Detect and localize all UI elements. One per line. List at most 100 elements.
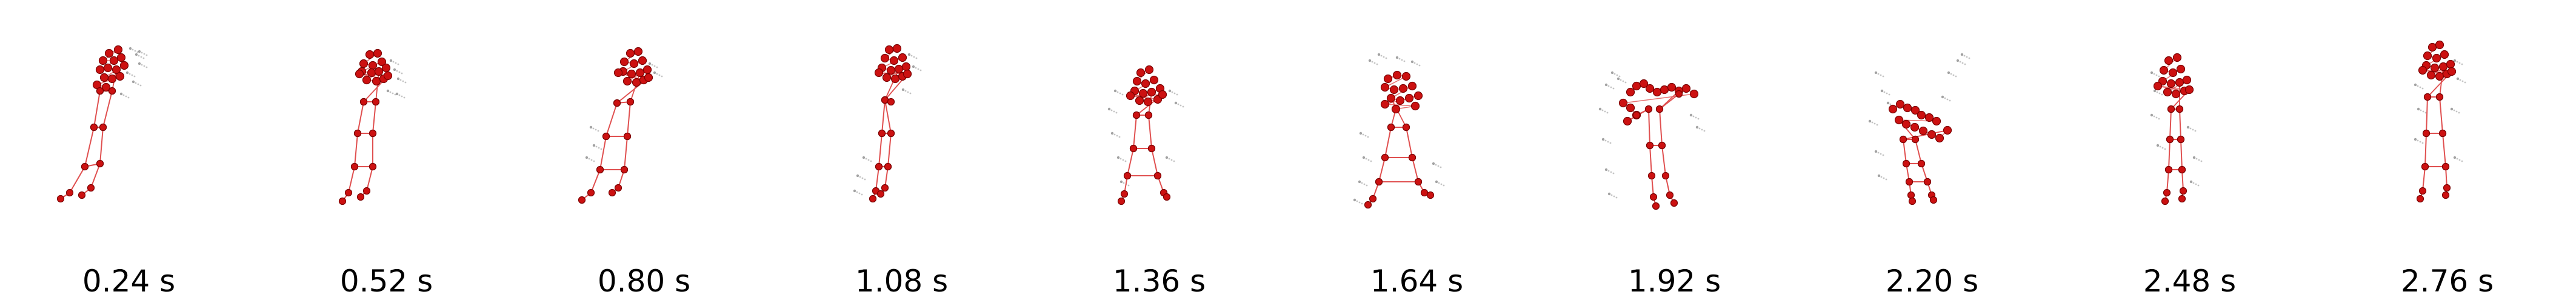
- skeleton-joint: [629, 59, 639, 68]
- skeleton-bone: [102, 90, 113, 128]
- trajectory-point: [1874, 71, 1878, 75]
- trajectory-point: [865, 158, 867, 160]
- time-label: 2.20 s: [1885, 264, 1979, 299]
- trajectory-point: [141, 64, 143, 66]
- trajectory-point: [1398, 58, 1401, 60]
- skeleton-bone: [1384, 127, 1392, 158]
- skeleton-joint: [1414, 178, 1423, 186]
- trajectory-point: [1168, 89, 1172, 93]
- trajectory-point: [1874, 150, 1878, 153]
- skeleton-joint: [2416, 195, 2424, 203]
- skeleton-joint: [2176, 64, 2186, 74]
- skeleton-bone: [357, 101, 364, 134]
- trajectory-point: [2155, 116, 2158, 119]
- trajectory-point: [2456, 61, 2458, 63]
- trajectory-point: [2150, 113, 2154, 117]
- skeleton-joint: [99, 123, 107, 132]
- trajectory-point: [656, 66, 658, 68]
- trajectory-point: [2453, 156, 2457, 159]
- trajectory-point: [137, 83, 139, 85]
- trajectory-point: [1395, 56, 1399, 59]
- trajectory-point: [1416, 63, 1418, 65]
- skeleton-bone: [1384, 104, 1416, 107]
- skeleton-joint: [115, 72, 125, 81]
- skeleton-joint: [90, 123, 98, 132]
- skeleton-joint: [344, 188, 353, 197]
- skeleton-joint: [1658, 141, 1666, 150]
- skeleton-joint: [1149, 75, 1159, 85]
- skeleton-joint: [1666, 191, 1674, 199]
- trajectory-point: [135, 82, 137, 84]
- skeleton-joint: [101, 82, 111, 92]
- trajectory-point: [2455, 110, 2458, 113]
- trajectory-point: [135, 53, 138, 56]
- skeleton-joint: [104, 48, 114, 58]
- pose-frame-10: 2.76 s: [2318, 0, 2576, 303]
- trajectory-point: [658, 74, 661, 76]
- trajectory-point: [1401, 59, 1403, 61]
- trajectory-point: [2461, 63, 2463, 65]
- trajectory-point: [859, 176, 861, 178]
- skeleton-joint: [1646, 141, 1654, 150]
- trajectory-point: [1883, 177, 1885, 179]
- time-label: 0.52 s: [339, 264, 433, 299]
- trajectory-point: [2161, 147, 2164, 149]
- trajectory-point: [125, 95, 127, 98]
- trajectory-point: [1371, 61, 1373, 63]
- trajectory-point: [119, 92, 123, 96]
- trajectory-point: [1173, 92, 1176, 95]
- skeleton-joint: [1136, 68, 1146, 78]
- skeleton-joint: [1652, 87, 1662, 97]
- trajectory-point: [2464, 81, 2466, 84]
- skeleton-bone: [2439, 96, 2443, 134]
- trajectory-point: [1435, 164, 1437, 166]
- skeleton-joint: [1632, 81, 1641, 91]
- trajectory-point: [1435, 180, 1438, 184]
- skeleton-joint: [2179, 187, 2187, 195]
- skeleton-joint: [2178, 165, 2186, 174]
- skeleton-joint: [1645, 84, 1655, 93]
- trajectory-point: [1698, 127, 1701, 130]
- trajectory-point: [653, 71, 656, 75]
- skeleton-joint: [1929, 196, 1938, 204]
- trajectory-point: [2461, 80, 2464, 82]
- time-label: 2.76 s: [2400, 264, 2494, 299]
- skeleton-joint: [1623, 116, 1632, 126]
- skeleton-joint: [1917, 110, 1926, 120]
- skeleton-joint: [1138, 88, 1148, 98]
- trajectory-point: [590, 159, 593, 161]
- trajectory-point: [2458, 159, 2461, 161]
- trajectory-point: [870, 160, 872, 162]
- skeleton-joint: [2435, 93, 2444, 101]
- trajectory-point: [2456, 77, 2460, 81]
- skeleton-joint: [2177, 135, 2185, 144]
- trajectory-point: [392, 92, 394, 95]
- skeleton-joint: [1413, 91, 1423, 101]
- trajectory-point: [1877, 73, 1880, 75]
- trajectory-point: [1432, 162, 1435, 165]
- skeleton-bone: [84, 127, 95, 167]
- skeleton-bone: [2426, 96, 2428, 134]
- skeleton-joint: [1380, 99, 1390, 109]
- skeleton-plot: [1598, 71, 1706, 210]
- skeleton-bone: [1903, 130, 1948, 140]
- trajectory-point: [2189, 180, 2193, 184]
- skeleton-joint: [374, 67, 384, 76]
- trajectory-point: [2192, 128, 2194, 131]
- trajectory-point: [1173, 160, 1175, 162]
- trajectory-point: [1363, 183, 1366, 185]
- skeleton-joint: [1911, 135, 1920, 144]
- skeleton-joint: [894, 64, 904, 74]
- pose-frame-7: 1.92 s: [1546, 0, 1803, 303]
- skeleton-joint: [1141, 79, 1150, 88]
- trajectory-point: [858, 192, 861, 195]
- trajectory-point: [1880, 74, 1882, 76]
- trajectory-point: [398, 71, 401, 73]
- trajectory-point: [1367, 136, 1369, 138]
- skeleton-joint: [1410, 101, 1420, 111]
- trajectory-point: [1113, 89, 1117, 93]
- skeleton-joint: [1901, 119, 1911, 129]
- trajectory-point: [593, 160, 595, 162]
- time-label: 0.24 s: [82, 264, 176, 299]
- skeleton-joint: [2441, 191, 2450, 199]
